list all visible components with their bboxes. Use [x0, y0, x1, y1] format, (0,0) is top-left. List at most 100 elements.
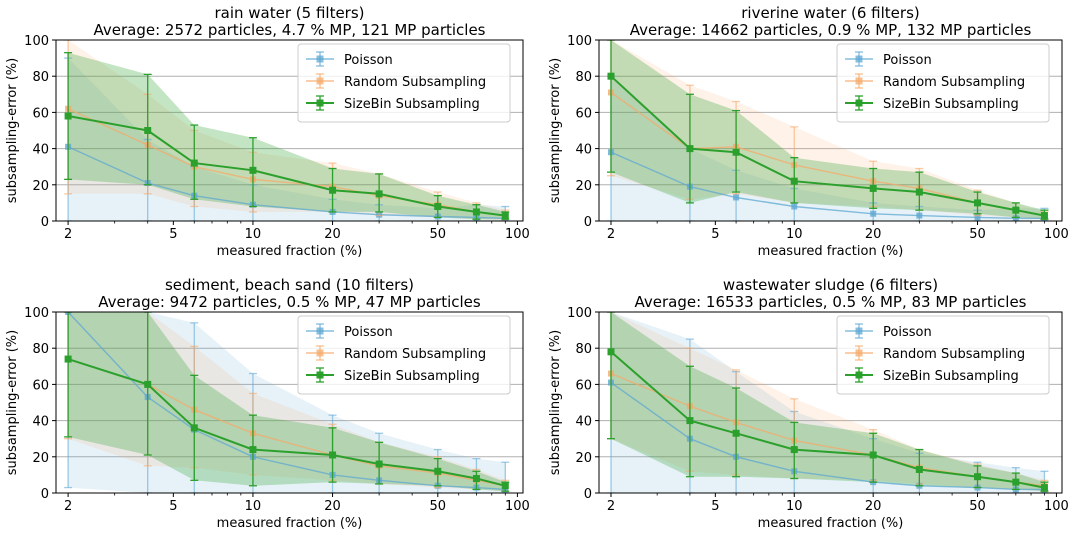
sizebin-point — [1040, 484, 1048, 492]
poisson-band — [611, 76, 1045, 221]
chart-panel-1: rain water (5 filters)Average: 2572 part… — [5, 4, 530, 259]
y-tick-label: 100 — [24, 306, 49, 321]
sizebin-point — [249, 166, 257, 174]
random-band — [611, 40, 1045, 220]
x-tick-label: 10 — [245, 227, 262, 242]
y-tick-label: 0 — [41, 487, 49, 502]
x-tick-label: 5 — [169, 227, 177, 242]
x-tick-label: 10 — [786, 499, 803, 514]
poisson-band — [611, 312, 1045, 493]
sizebin-point — [375, 190, 383, 198]
plot-area — [64, 40, 510, 221]
x-tick-label: 100 — [505, 227, 530, 242]
legend-box — [836, 315, 1050, 395]
sizebin-point — [732, 148, 740, 156]
sizebin-band — [611, 40, 1045, 220]
x-tick-label: 100 — [1044, 499, 1069, 514]
sizebin-point — [501, 482, 509, 490]
x-tick-label: 2 — [64, 499, 72, 514]
y-axis-label: subsampling-error (%) — [5, 58, 20, 203]
legend-entry-sizebin: SizeBin Subsampling — [344, 97, 480, 112]
y-tick-label: 60 — [575, 106, 592, 121]
y-tick-label: 20 — [32, 179, 49, 194]
y-tick-label: 80 — [32, 342, 49, 357]
sizebin-point — [974, 199, 982, 207]
legend-entry-poisson: Poisson — [883, 325, 932, 340]
random-band — [611, 312, 1045, 492]
poisson-point — [870, 210, 877, 217]
x-tick-label: 20 — [865, 227, 882, 242]
legend-swatch-marker — [855, 349, 863, 357]
legend-entry-sizebin: SizeBin Subsampling — [883, 97, 1019, 112]
legend-swatch-marker — [316, 349, 324, 357]
plot-area — [606, 40, 1049, 221]
chart-subtitle: Average: 2572 particles, 4.7 % MP, 121 M… — [94, 21, 486, 39]
sizebin-point — [501, 212, 509, 220]
legend-entry-random: Random Subsampling — [883, 75, 1025, 90]
poisson-point — [791, 203, 798, 210]
legend: Poisson Random Subsampling SizeBin Subsamp… — [836, 43, 1050, 123]
chart-subtitle: Average: 9472 particles, 0.5 % MP, 47 MP… — [98, 293, 481, 311]
x-axis-label: measured fraction (%) — [758, 244, 904, 259]
sizebin-point — [869, 451, 877, 459]
legend: Poisson Random Subsampling SizeBin Subsamp… — [297, 43, 511, 123]
legend-box — [297, 315, 511, 395]
legend-box — [297, 43, 511, 123]
legend: Poisson Random Subsampling SizeBin Subsamp… — [836, 315, 1050, 395]
x-tick-label: 50 — [969, 499, 986, 514]
sizebin-point — [1040, 212, 1048, 220]
sizebin-point — [869, 184, 877, 192]
y-tick-label: 100 — [24, 34, 49, 49]
legend: Poisson Random Subsampling SizeBin Subsamp… — [297, 315, 511, 395]
sizebin-point — [434, 467, 442, 475]
x-tick-label: 2 — [607, 499, 615, 514]
sizebin-point — [915, 188, 923, 196]
sizebin-point — [686, 417, 694, 425]
y-tick-label: 0 — [41, 215, 49, 230]
y-axis-label: subsampling-error (%) — [5, 330, 20, 475]
y-axis-label: subsampling-error (%) — [548, 58, 563, 203]
y-tick-label: 20 — [575, 451, 592, 466]
chart-subtitle: Average: 16533 particles, 0.5 % MP, 83 M… — [635, 293, 1027, 311]
sizebin-point — [1012, 478, 1020, 486]
x-tick-label: 5 — [711, 227, 719, 242]
chart-title: wastewater sludge (6 filters) — [723, 276, 938, 294]
plot-area — [606, 312, 1049, 493]
y-tick-label: 100 — [567, 34, 592, 49]
x-tick-label: 20 — [865, 499, 882, 514]
sizebin-point — [375, 460, 383, 468]
x-tick-label: 2 — [64, 227, 72, 242]
random-band — [68, 312, 506, 492]
poisson-point — [974, 214, 981, 221]
chart-panel-2: riverine water (6 filters)Average: 14662… — [548, 4, 1069, 259]
legend-swatch-marker — [855, 77, 863, 85]
y-tick-label: 0 — [584, 487, 592, 502]
sizebin-point — [472, 475, 480, 483]
poisson-band — [68, 58, 506, 221]
x-tick-label: 20 — [324, 227, 341, 242]
axes-frame — [55, 311, 524, 494]
legend-entry-poisson: Poisson — [883, 53, 932, 68]
random-band — [68, 40, 506, 221]
sizebin-point — [607, 72, 615, 80]
y-tick-label: 40 — [575, 415, 592, 430]
y-tick-label: 40 — [32, 415, 49, 430]
sizebin-point — [472, 208, 480, 216]
legend-swatch-marker — [855, 371, 863, 379]
sizebin-point — [732, 429, 740, 437]
legend-entry-random: Random Subsampling — [344, 347, 486, 362]
x-tick-label: 5 — [169, 499, 177, 514]
sizebin-point — [144, 127, 152, 134]
legend-swatch-marker — [316, 99, 324, 107]
sizebin-point — [607, 348, 615, 356]
sizebin-point — [974, 473, 982, 481]
x-tick-label: 10 — [245, 499, 262, 514]
sizebin-point — [249, 446, 257, 454]
y-tick-label: 80 — [575, 70, 592, 85]
legend-entry-random: Random Subsampling — [883, 347, 1025, 362]
axes-frame — [598, 311, 1063, 494]
x-tick-label: 2 — [607, 227, 615, 242]
y-tick-label: 0 — [584, 215, 592, 230]
legend-entry-sizebin: SizeBin Subsampling — [883, 369, 1019, 384]
